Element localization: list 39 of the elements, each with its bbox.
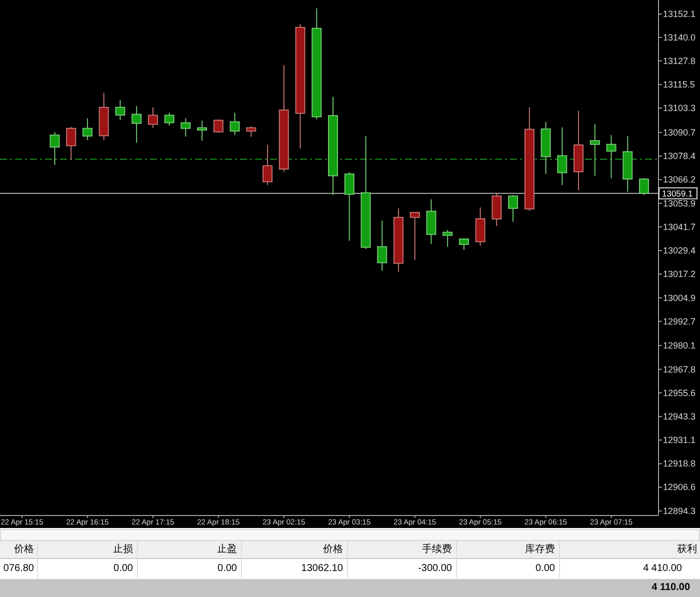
y-tick-label: 13004.9 xyxy=(663,292,696,303)
y-tick-label: 12918.8 xyxy=(663,458,696,469)
text: 价格 xyxy=(14,542,34,556)
y-tick-label: 13066.2 xyxy=(663,174,696,185)
text: 获利 xyxy=(677,542,697,556)
price-label: 13059.1 xyxy=(658,187,698,200)
text: 0.00 xyxy=(218,562,237,576)
y-tick-label: 12906.6 xyxy=(663,482,696,492)
y-tick-label: 13078.4 xyxy=(663,151,696,162)
text: 止损 xyxy=(113,542,133,556)
text: 4 410.00 xyxy=(643,562,682,576)
y-tick-label: 12943.3 xyxy=(663,412,696,422)
y-tick-label: 13140.0 xyxy=(663,32,696,42)
y-tick-label: 12955.6 xyxy=(663,388,696,398)
y-tick-label: 13090.7 xyxy=(663,127,696,138)
y-tick-label: 12931.1 xyxy=(663,435,696,446)
y-tick-label: 13127.8 xyxy=(663,56,696,66)
text: 止盈 xyxy=(217,542,237,556)
text: 库存费 xyxy=(525,542,555,556)
y-tick-label: 13115.5 xyxy=(663,80,695,90)
y-tick-label: 12992.7 xyxy=(663,316,696,326)
y-tick-label: 13041.7 xyxy=(663,222,696,232)
y-tick-label: 13152.1 xyxy=(663,9,696,20)
text: 价格 xyxy=(323,542,343,556)
text: 4 110.00 xyxy=(652,581,690,595)
y-tick-label: 12980.1 xyxy=(663,340,696,351)
text: 0.00 xyxy=(114,562,133,576)
text: 076.80 xyxy=(3,562,34,576)
text: 0.00 xyxy=(536,562,555,576)
y-tick-label: 13029.4 xyxy=(663,246,696,256)
text: 13062.10 xyxy=(301,562,343,576)
y-tick-label: 12894.3 xyxy=(663,506,696,516)
text: 手续费 xyxy=(422,542,452,556)
y-tick-label: 13017.2 xyxy=(663,269,696,280)
y-tick-label: 13103.3 xyxy=(663,103,696,114)
y-tick-label: 12967.8 xyxy=(663,364,696,374)
text: -300.00 xyxy=(418,562,452,576)
y-tick-label: 13053.9 xyxy=(663,198,696,208)
ref-line-label: 13059.1 xyxy=(662,188,693,198)
